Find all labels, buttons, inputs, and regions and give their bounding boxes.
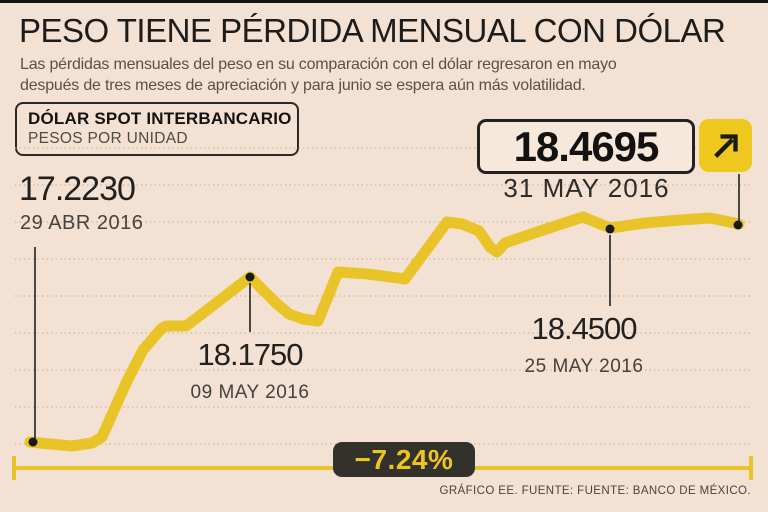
callout-may09-value: 18.1750: [197, 337, 303, 372]
top-accent-bar: [0, 0, 768, 3]
callout-may25-value: 18.4500: [531, 311, 637, 346]
latest-value: 18.4695: [513, 122, 660, 170]
callout-may09: 18.1750 09 MAY 2016: [160, 337, 340, 404]
chart-title: DÓLAR SPOT INTERBANCARIO: [28, 109, 292, 128]
callout-start-date: 29 ABR 2016: [20, 212, 144, 234]
data-point-dot: [733, 220, 743, 230]
data-point-dot: [605, 224, 615, 234]
page-title: PESO TIENE PÉRDIDA MENSUAL CON DÓLAR: [19, 12, 726, 49]
subtitle-line-1: Las pérdidas mensuales del peso en su co…: [20, 56, 617, 73]
latest-value-box: 18.4695: [477, 119, 695, 174]
rate-line-series: [24, 211, 745, 452]
subtitle-line-2: después de tres meses de apreciación y p…: [20, 77, 586, 94]
chart-unit-label: PESOS POR UNIDAD: [28, 130, 188, 147]
monthly-change-value: −7.24%: [354, 443, 454, 475]
callout-may25: 18.4500 25 MAY 2016: [494, 311, 674, 378]
data-point-dot: [245, 272, 255, 282]
chart-legend-box: DÓLAR SPOT INTERBANCARIO PESOS POR UNIDA…: [15, 102, 299, 156]
callout-may09-date: 09 MAY 2016: [190, 382, 310, 403]
latest-date: 31 MAY 2016: [503, 173, 670, 203]
page-subtitle: Las pérdidas mensuales del peso en su co…: [20, 54, 680, 96]
trend-up-arrow-box: [699, 119, 752, 172]
callout-start-value: 17.2230: [19, 170, 136, 208]
source-credit: GRÁFICO EE. FUENTE: FUENTE: BANCO DE MÉX…: [439, 485, 751, 497]
monthly-change-badge: −7.24%: [333, 442, 475, 477]
callout-may25-date: 25 MAY 2016: [524, 356, 644, 377]
data-point-dot: [28, 437, 38, 447]
up-right-arrow-icon: [713, 133, 738, 158]
